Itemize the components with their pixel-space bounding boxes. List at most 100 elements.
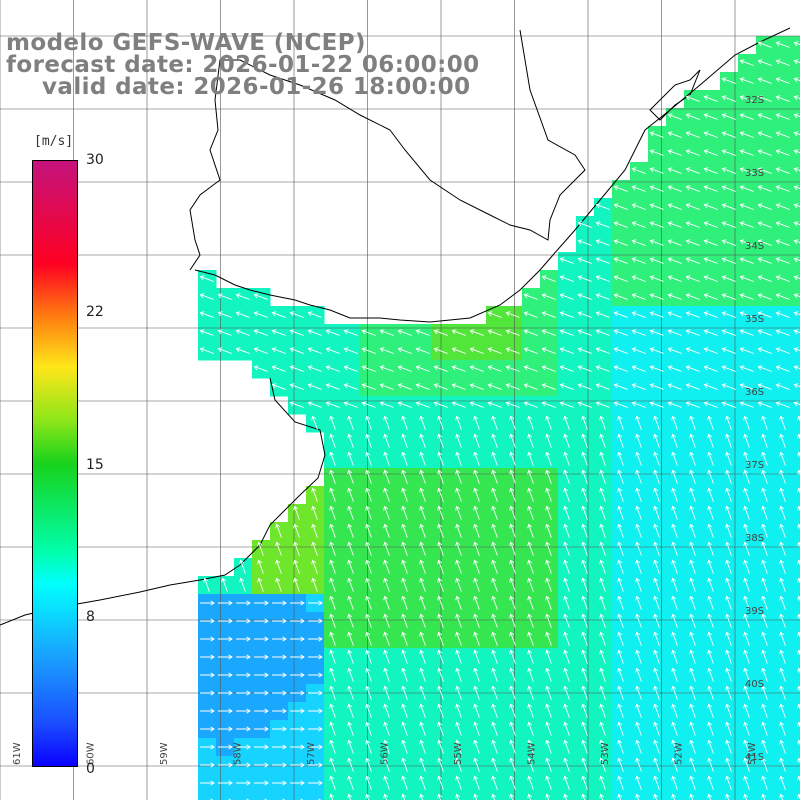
wind-arrow <box>401 487 408 502</box>
wind-arrow <box>703 185 718 192</box>
wind-arrow <box>689 595 696 610</box>
wind-arrow <box>383 505 390 520</box>
wind-arrow <box>563 595 570 610</box>
wind-arrow <box>272 726 287 732</box>
wind-arrow <box>599 793 605 800</box>
wind-arrow <box>775 329 790 336</box>
wind-arrow <box>671 649 678 664</box>
wind-arrow <box>685 311 700 318</box>
wind-arrow <box>689 505 696 520</box>
wind-arrow <box>473 775 480 790</box>
wind-arrow <box>617 451 624 466</box>
wind-arrow <box>577 383 592 390</box>
wind-arrow <box>290 708 305 714</box>
wind-arrow <box>599 775 606 790</box>
wind-arrow <box>635 577 642 592</box>
wind-arrow <box>761 577 768 592</box>
wind-arrow <box>743 685 750 700</box>
wind-arrow <box>739 185 754 192</box>
wind-cell <box>306 792 325 800</box>
wind-arrow <box>797 433 800 440</box>
wind-arrow <box>397 383 412 390</box>
wind-arrow <box>217 347 232 354</box>
wind-arrow <box>563 721 570 736</box>
wind-arrow <box>635 595 642 610</box>
wind-arrow <box>563 559 570 574</box>
wind-arrow <box>437 433 444 448</box>
wind-arrow <box>739 203 754 210</box>
wind-arrow <box>272 672 287 678</box>
wind-arrow <box>491 541 498 556</box>
wind-arrow <box>685 167 700 174</box>
wind-arrow <box>743 505 750 520</box>
wind-arrow <box>775 149 790 156</box>
wind-arrow <box>577 329 592 336</box>
wind-arrow <box>455 469 462 484</box>
wind-arrow <box>725 415 732 430</box>
wind-arrow <box>613 293 628 300</box>
wind-arrow <box>653 487 660 502</box>
wind-arrow <box>631 257 646 264</box>
wind-arrow <box>383 703 390 718</box>
latitude-label: 38S <box>745 533 764 544</box>
wind-arrow <box>757 257 772 264</box>
wind-arrow <box>254 600 269 606</box>
wind-arrow <box>779 469 786 484</box>
wind-arrow <box>671 415 678 430</box>
wind-arrow <box>617 613 624 628</box>
wind-arrow <box>254 708 269 714</box>
wind-arrow <box>254 690 269 696</box>
wind-arrow <box>437 415 444 430</box>
wind-arrow <box>235 347 250 354</box>
wind-arrow <box>721 203 736 210</box>
wind-arrow <box>365 739 372 754</box>
wind-arrow <box>761 523 768 538</box>
wind-arrow <box>383 721 390 736</box>
wind-arrow <box>307 383 322 390</box>
wind-arrow <box>635 649 642 664</box>
wind-arrow <box>236 654 251 660</box>
wind-arrow <box>541 401 556 408</box>
wind-arrow <box>473 451 480 466</box>
wind-arrow <box>509 523 516 538</box>
wind-arrow <box>689 667 696 682</box>
wind-arrow <box>779 631 786 646</box>
wind-arrow <box>541 329 556 336</box>
brazil-border <box>189 29 586 271</box>
longitude-label: 58W <box>233 742 244 765</box>
wind-arrow <box>797 541 800 548</box>
wind-cell <box>792 576 800 595</box>
wind-arrow <box>739 95 754 102</box>
wind-arrow <box>653 793 659 800</box>
wind-arrow <box>491 451 498 466</box>
wind-arrow <box>541 275 556 282</box>
wind-arrow <box>739 257 754 264</box>
wind-arrow <box>793 257 800 263</box>
wind-arrow <box>725 775 732 790</box>
wind-arrow <box>419 793 425 800</box>
latitude-label: 36S <box>745 387 764 398</box>
wind-arrow <box>725 433 732 448</box>
wind-arrow <box>689 433 696 448</box>
wind-arrow <box>383 793 389 800</box>
wind-arrow <box>635 631 642 646</box>
wind-arrow <box>599 721 606 736</box>
wind-arrow <box>797 469 800 476</box>
wind-arrow <box>365 649 372 664</box>
wind-arrow <box>797 775 800 782</box>
wind-arrow <box>545 523 552 538</box>
wind-arrow <box>455 595 462 610</box>
wind-arrow <box>275 541 282 556</box>
wind-arrow <box>236 744 251 750</box>
wind-arrow <box>437 613 444 628</box>
wind-arrow <box>541 383 556 390</box>
wind-arrow <box>437 667 444 682</box>
wind-arrow <box>272 690 287 696</box>
colorbar-tick: 30 <box>86 152 104 168</box>
wind-arrow <box>649 239 664 246</box>
wind-arrow <box>272 654 287 660</box>
wind-arrow <box>793 95 800 101</box>
wind-arrow <box>635 451 642 466</box>
wind-arrow <box>401 775 408 790</box>
